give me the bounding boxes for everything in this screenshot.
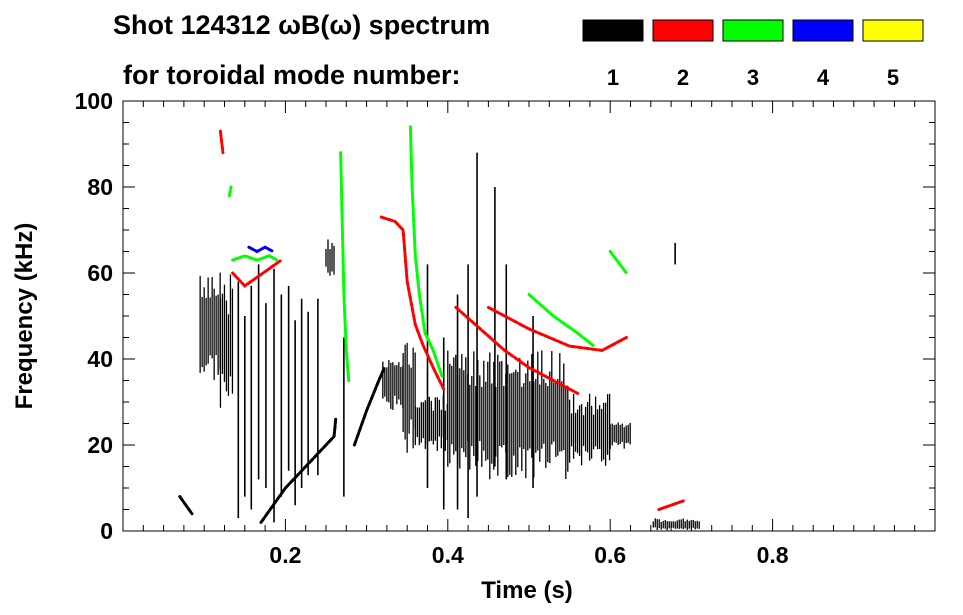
mode-trace [379, 215, 446, 391]
mode-trace [408, 125, 444, 378]
spectrum-blob [414, 395, 448, 451]
mode-trace [218, 129, 225, 155]
mode-trace [231, 258, 283, 288]
x-tick-label: 0.6 [594, 542, 626, 568]
mode-trace [339, 151, 351, 382]
mode-trace [227, 185, 233, 198]
series-mode-1 [178, 152, 700, 531]
mode-trace [259, 417, 338, 524]
mode-trace [527, 293, 596, 348]
y-tick-label: 80 [87, 174, 113, 200]
axes: 0 20 40 60 80 100 0.2 0.4 0.6 0.8 [75, 88, 936, 568]
spectrum-blob [568, 393, 611, 466]
mode-trace [454, 305, 580, 395]
chart-title-line-2: for toroidal mode number: [123, 60, 461, 90]
legend-label-mode-3: 3 [747, 65, 759, 90]
mode-trace [247, 245, 275, 254]
mode-trace [352, 366, 386, 447]
x-tick-label: 0.8 [757, 542, 789, 568]
series-mode-2 [218, 129, 685, 511]
legend-swatch-mode-4 [792, 19, 854, 42]
spectrum-blob [199, 272, 221, 380]
mode-trace [178, 495, 194, 516]
y-axis-label: Frequency (kHz) [11, 223, 38, 410]
legend-label-mode-5: 5 [887, 65, 899, 90]
spectrum-data [178, 125, 700, 531]
x-tick-label: 0.2 [269, 542, 301, 568]
legend-label-mode-1: 1 [607, 65, 619, 90]
mode-trace [657, 499, 685, 511]
legend-swatch-mode-5 [862, 19, 924, 42]
legend-label-mode-2: 2 [677, 65, 689, 90]
series-mode-4 [247, 245, 275, 254]
x-axis-label: Time (s) [481, 577, 573, 604]
spectrum-blob [219, 274, 234, 408]
mode-trace [486, 305, 628, 352]
spectrum-blob [609, 422, 631, 450]
y-tick-label: 0 [100, 518, 113, 544]
spectrum-blob [382, 360, 404, 410]
y-tick-label: 100 [75, 88, 113, 114]
x-tick-label: 0.4 [432, 542, 464, 568]
chart-title-line-1: Shot 124312 ωB(ω) spectrum [113, 10, 490, 40]
legend-swatch-mode-2 [652, 19, 714, 42]
mode-trace [608, 250, 628, 275]
y-tick-label: 60 [87, 260, 113, 286]
spectrum-blob [652, 518, 700, 531]
spectrum-blob [402, 342, 416, 453]
mode-trace [231, 254, 279, 262]
spectrum-blob [447, 350, 569, 480]
y-tick-label: 20 [87, 432, 113, 458]
y-tick-label: 40 [87, 346, 113, 372]
legend-label-mode-4: 4 [817, 65, 830, 90]
legend-swatch-mode-1 [582, 19, 644, 42]
spectrum-blob [325, 239, 335, 276]
series-mode-3 [227, 125, 628, 382]
legend-swatch-mode-3 [722, 19, 784, 42]
legend: 1 2 3 4 5 [582, 19, 924, 90]
